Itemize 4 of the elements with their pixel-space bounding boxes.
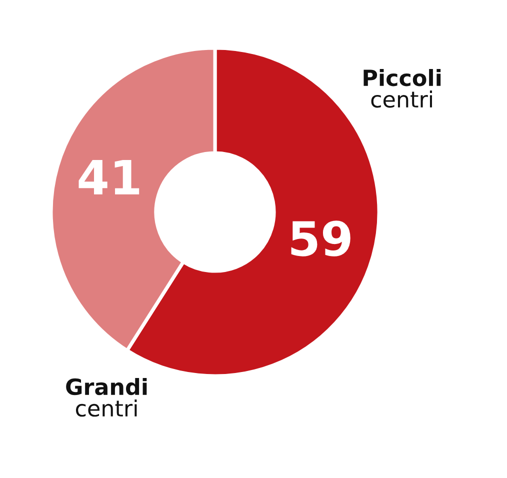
slice-label: Grandi centri (66, 378, 147, 417)
data-label: 59 (291, 220, 350, 256)
data-label: 41 (78, 160, 140, 194)
slice-label: Piccoli centri (364, 69, 441, 108)
